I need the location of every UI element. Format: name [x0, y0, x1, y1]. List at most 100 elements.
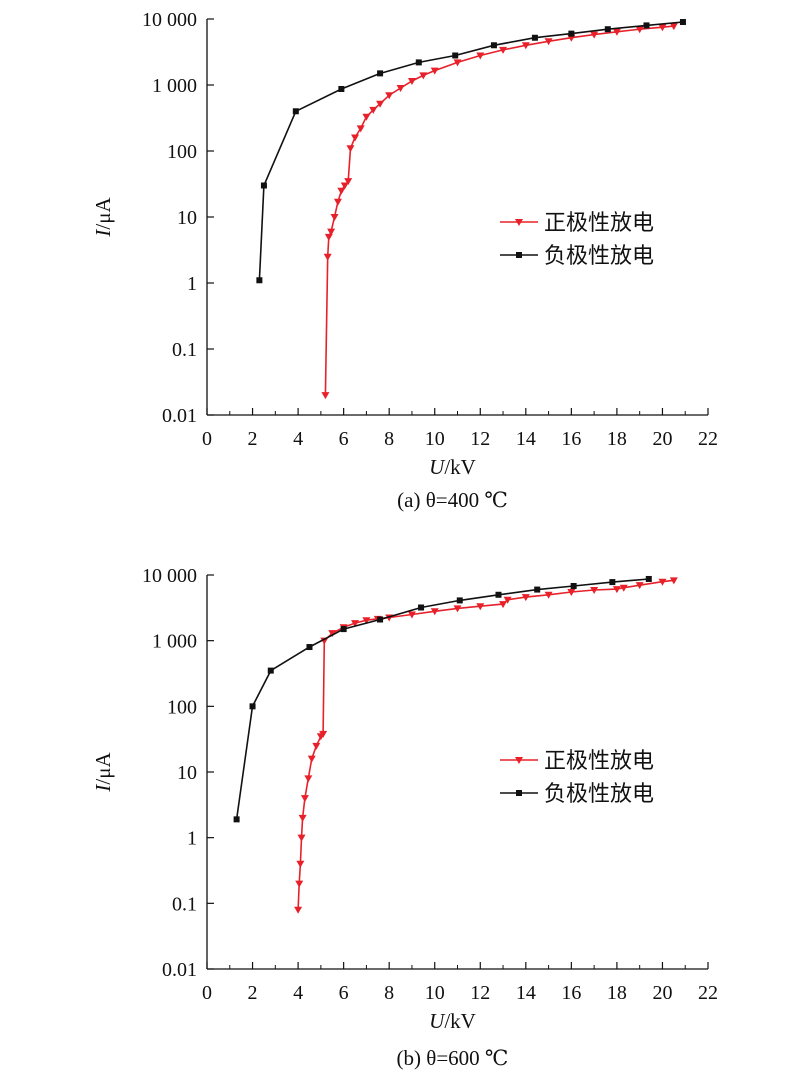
y-tick-label: 100 [167, 141, 197, 163]
y-tick-label: 0.01 [162, 405, 197, 427]
y-axis-unit: /μA [91, 752, 115, 785]
data-point [521, 594, 530, 602]
x-tick-label: 8 [384, 428, 394, 450]
data-point [267, 667, 274, 674]
series-negative [256, 19, 686, 284]
data-point [312, 742, 321, 750]
chart-panel-a: 0 2 4 6 8 10 12 14 16 18 20 22 0.01 0.1 1 10 100 1 000 10 … [91, 9, 718, 512]
y-tick-label: 0.1 [172, 893, 197, 915]
data-point [328, 630, 337, 638]
data-point [340, 182, 349, 190]
y-tick-label: 10 [177, 207, 197, 229]
legend-marker [515, 219, 523, 226]
y-tick-label: 1 000 [152, 631, 197, 653]
data-point [568, 30, 575, 37]
y-tick-label: 1 [187, 828, 197, 850]
legend-marker [516, 790, 522, 796]
data-point [658, 24, 667, 32]
data-point [645, 575, 652, 582]
x-tick-label: 4 [293, 982, 303, 1004]
data-point [619, 584, 628, 592]
data-point [612, 28, 621, 36]
x-tick-label: 12 [470, 428, 490, 450]
data-point [544, 38, 553, 46]
data-point [407, 611, 416, 619]
x-tick-label: 22 [698, 428, 718, 450]
x-axis-title: U/kV [429, 455, 476, 479]
series-line [258, 21, 684, 281]
data-point [298, 814, 307, 822]
x-tick-label: 20 [652, 428, 672, 450]
data-point [362, 617, 371, 625]
data-point [452, 52, 459, 59]
data-point [476, 52, 485, 60]
data-point [396, 85, 405, 93]
data-point [490, 42, 497, 49]
data-point [669, 23, 678, 31]
x-axis-variable: U [429, 455, 446, 479]
data-point [407, 77, 416, 85]
data-point [327, 228, 336, 236]
x-tick-label: 4 [293, 428, 303, 450]
data-point [430, 608, 439, 616]
legend-label: 负极性放电 [544, 244, 654, 269]
data-point [256, 277, 263, 284]
y-tick-label: 1 000 [152, 75, 197, 97]
data-point [340, 626, 347, 633]
x-axis-title: U/kV [429, 1009, 476, 1033]
data-point [333, 198, 342, 206]
data-point [307, 755, 316, 763]
y-tick-label: 100 [167, 696, 197, 718]
y-axis-unit: /μA [91, 197, 115, 230]
y-axis-variable: I [91, 784, 115, 793]
chart-panel-b: 0 2 4 6 8 10 12 14 16 18 20 22 0.01 0.1 1 10 100 1 000 10 … [91, 565, 718, 1070]
x-tick-label: 16 [561, 982, 581, 1004]
legend-marker [516, 252, 522, 258]
x-tick-label: 10 [425, 428, 445, 450]
data-point [351, 620, 360, 628]
data-point [590, 31, 599, 39]
y-tick-label: 0.1 [172, 339, 197, 361]
data-point [319, 730, 328, 738]
x-axis-variable: U [429, 1009, 446, 1033]
data-point [330, 214, 339, 221]
data-point [415, 59, 422, 66]
data-point [570, 582, 577, 589]
y-tick-label: 10 000 [142, 565, 197, 587]
x-tick-label: 2 [248, 982, 258, 1004]
y-axis-title: I/μA [91, 197, 115, 238]
data-point [669, 577, 678, 585]
series-line [297, 579, 674, 910]
data-point [453, 605, 462, 613]
x-tick-label: 18 [607, 982, 627, 1004]
data-point [362, 113, 371, 121]
data-point [385, 92, 394, 100]
data-point [453, 59, 462, 67]
x-tick-label: 2 [248, 428, 258, 450]
legend-label: 正极性放电 [544, 749, 654, 774]
data-point [430, 67, 439, 75]
data-point [531, 34, 538, 41]
data-point [643, 22, 650, 29]
data-point [260, 182, 267, 189]
data-point [499, 46, 508, 54]
x-tick-label: 0 [202, 982, 212, 1004]
data-point [635, 26, 644, 34]
data-point [499, 601, 508, 609]
data-point [294, 906, 303, 914]
legend-label: 负极性放电 [544, 782, 654, 807]
data-point [609, 579, 616, 586]
y-axis-title: I/μA [91, 752, 115, 793]
data-point [233, 816, 240, 823]
data-point [521, 42, 530, 50]
data-point [604, 26, 611, 33]
data-point [567, 589, 576, 597]
data-point [304, 775, 313, 783]
series-positive [321, 23, 678, 400]
data-point [456, 597, 463, 604]
x-tick-label: 8 [384, 982, 394, 1004]
data-point [534, 586, 541, 593]
data-point [323, 253, 332, 261]
x-tick-label: 20 [652, 982, 672, 1004]
